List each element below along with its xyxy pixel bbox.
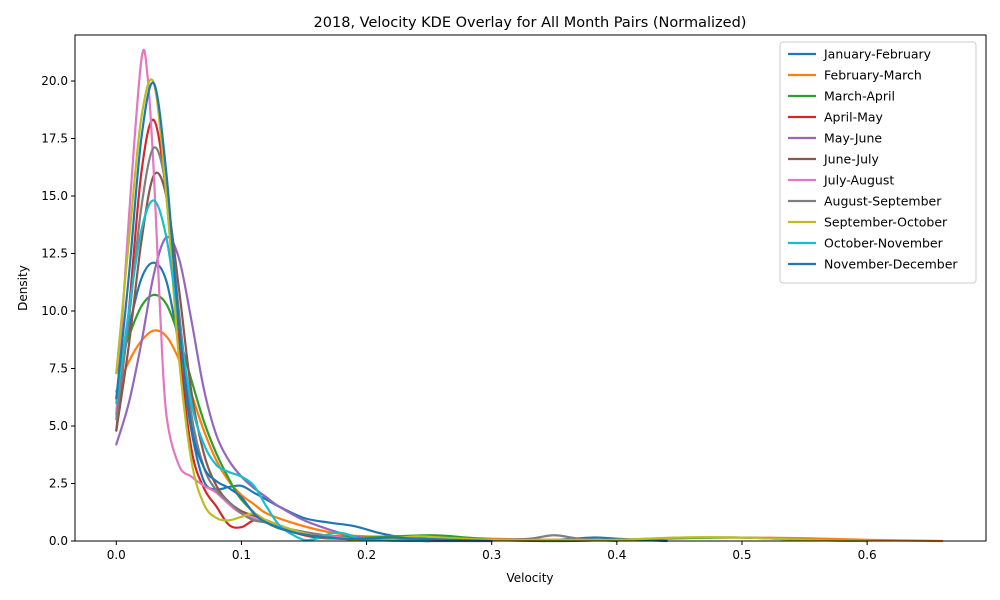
series-line-9 <box>115 78 869 543</box>
legend-label: April-May <box>824 110 884 125</box>
series-line-10 <box>115 199 431 543</box>
legend-box <box>779 41 977 284</box>
legend-label: November-December <box>824 257 958 272</box>
y-axis: 0.0 2.5 5.0 7.5 10.0 12.5 15.0 17.5 20.0 <box>41 74 75 548</box>
legend-label: June-July <box>823 152 880 167</box>
x-tick-label: 0.0 <box>107 548 126 562</box>
y-tick-label: 5.0 <box>49 419 68 433</box>
series-line-7 <box>115 48 431 543</box>
legend-label: October-November <box>824 236 944 251</box>
chart-title: 2018, Velocity KDE Overlay for All Month… <box>314 15 747 31</box>
y-tick-label: 20.0 <box>41 74 68 88</box>
series-line-4 <box>115 118 431 543</box>
y-tick-label: 15.0 <box>41 189 68 203</box>
legend-label: March-April <box>824 89 895 104</box>
y-tick-label: 12.5 <box>41 247 68 261</box>
x-tick-label: 0.6 <box>858 548 877 562</box>
y-axis-title: Density <box>16 265 30 311</box>
x-axis: 0.0 0.1 0.2 0.3 0.4 0.5 0.6 <box>107 541 877 562</box>
legend: January-February February-March March-Apri… <box>779 41 977 284</box>
x-axis-title: Velocity <box>506 571 553 585</box>
legend-label: January-February <box>823 47 932 62</box>
legend-label: May-June <box>824 131 882 146</box>
plot-frame <box>74 34 987 542</box>
x-tick-label: 0.4 <box>607 548 626 562</box>
legend-label: February-March <box>824 68 922 83</box>
y-tick-label: 17.5 <box>41 132 68 146</box>
series-layer <box>115 48 944 543</box>
y-tick-label: 7.5 <box>49 362 68 376</box>
y-tick-label: 0.0 <box>49 534 68 548</box>
legend-label: August-September <box>824 194 942 209</box>
legend-label: July-August <box>823 173 894 188</box>
y-tick-label: 2.5 <box>49 477 68 491</box>
series-line-8 <box>115 146 618 543</box>
x-tick-label: 0.5 <box>732 548 751 562</box>
y-tick-label: 10.0 <box>41 304 68 318</box>
x-tick-label: 0.1 <box>232 548 251 562</box>
x-tick-label: 0.3 <box>482 548 501 562</box>
x-tick-label: 0.2 <box>357 548 376 562</box>
series-line-11 <box>115 81 493 543</box>
legend-label: September-October <box>824 215 948 230</box>
